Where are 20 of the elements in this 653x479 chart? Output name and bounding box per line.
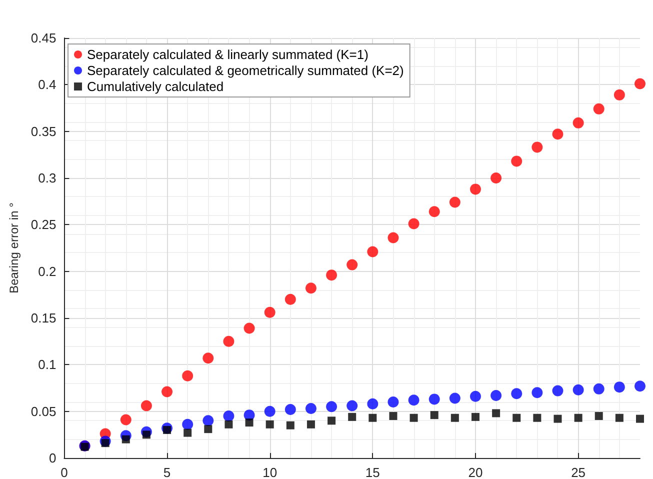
x-tick-label: 15 xyxy=(365,465,380,479)
x-tick-label: 5 xyxy=(163,465,171,479)
y-tick-label: 0.05 xyxy=(30,404,56,419)
x-tick-label: 25 xyxy=(571,465,586,479)
y-tick-label: 0.15 xyxy=(30,310,56,326)
x-tick-label: 20 xyxy=(468,465,483,479)
legend-label: Separately calculated & geometrically summated (K=2) xyxy=(87,63,404,78)
y-tick-label: 0.4 xyxy=(38,77,56,92)
y-axis-title: Bearing error in ° xyxy=(7,202,21,294)
y-tick-label: 0.25 xyxy=(30,217,56,232)
x-tick-label: 10 xyxy=(262,465,278,479)
legend-label: Separately calculated & linearly summated (K=1) xyxy=(87,47,368,62)
x-tick-label: 0 xyxy=(60,465,68,479)
y-tick-label: 0.45 xyxy=(30,30,56,46)
legend-label: Cumulatively calculated xyxy=(87,79,224,94)
y-tick-label: 0 xyxy=(48,450,56,466)
y-tick-label: 0.2 xyxy=(38,264,56,279)
y-tick-label: 0.1 xyxy=(38,357,56,372)
y-tick-label: 0.3 xyxy=(38,170,56,186)
y-tick-label: 0.35 xyxy=(30,124,56,139)
